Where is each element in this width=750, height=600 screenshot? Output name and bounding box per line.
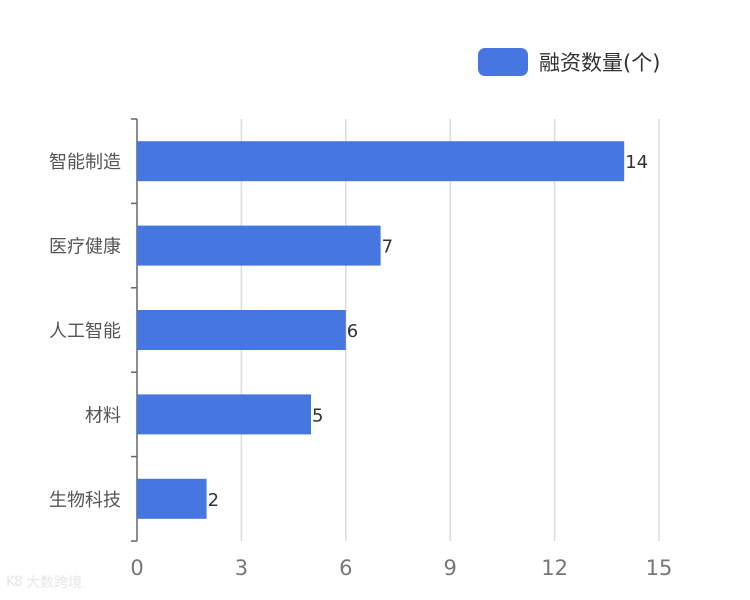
y-category-label: 人工智能: [49, 321, 121, 342]
bar-value-label: 7: [382, 237, 393, 258]
bar-value-label: 6: [347, 321, 358, 342]
bar: [137, 394, 311, 435]
x-tick-label: 15: [646, 556, 673, 580]
x-tick-label: 6: [339, 556, 352, 580]
bar-value-label: 14: [625, 152, 648, 173]
y-category-label: 生物科技: [49, 490, 121, 511]
y-category-label: 材料: [85, 405, 121, 426]
bar: [137, 141, 625, 182]
bar-value-label: 5: [312, 405, 323, 426]
y-category-label: 智能制造: [49, 152, 121, 173]
bar: [137, 225, 381, 266]
bar-value-label: 2: [208, 490, 219, 511]
watermark-logo-icon: K8: [6, 574, 23, 590]
legend-label: 融资数量(个): [539, 51, 661, 75]
bar: [137, 310, 346, 350]
watermark-text: 大数跨境: [26, 575, 83, 591]
legend-swatch: [478, 48, 528, 76]
x-tick-label: 0: [130, 556, 143, 580]
legend: 融资数量(个): [478, 46, 660, 78]
y-category-label: 医疗健康: [49, 237, 121, 258]
x-tick-label: 12: [541, 556, 568, 580]
x-tick-label: 9: [444, 556, 457, 580]
bar: [137, 478, 207, 519]
x-tick-label: 3: [235, 556, 248, 580]
watermark: K8 大数跨境: [6, 572, 82, 592]
